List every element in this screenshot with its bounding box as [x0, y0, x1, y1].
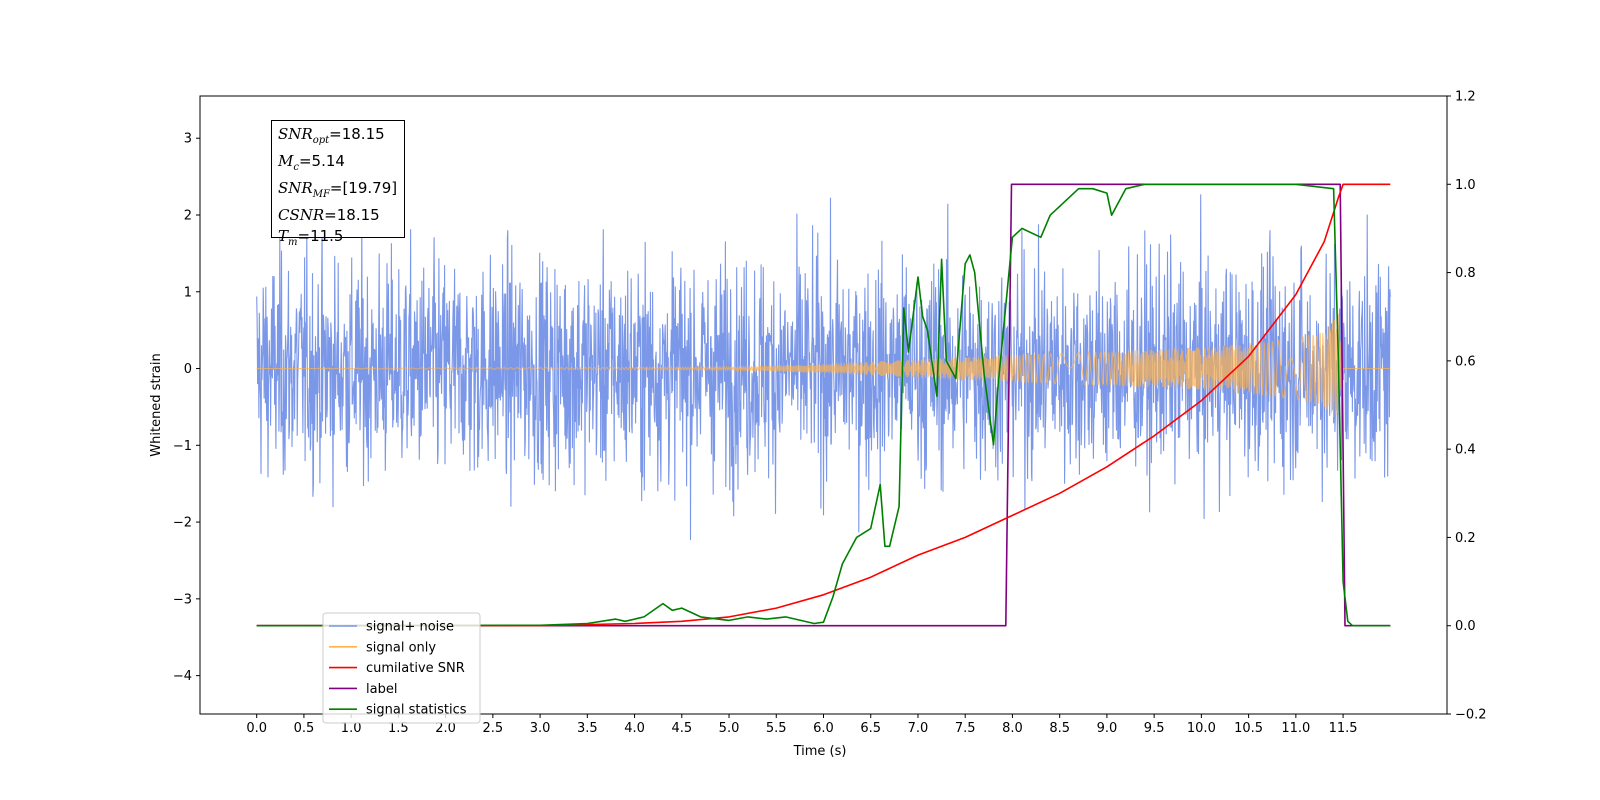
x-tick-label: 4.5: [671, 721, 692, 736]
legend-entry: signal only: [366, 640, 436, 655]
y2-tick-label: 0.0: [1455, 619, 1476, 634]
y-tick-label: −4: [173, 669, 192, 684]
plot-area: [256, 183, 1391, 627]
y-axis-left: 3 2 1 0 −1 −2 −3 −4: [173, 132, 200, 684]
y-tick-label: 2: [184, 208, 192, 223]
series-cumulative-snr: [256, 183, 1391, 627]
x-tick-label: 2.0: [435, 721, 456, 736]
x-tick-label: 11.5: [1329, 721, 1358, 736]
tm-line: Tm=11.5: [278, 226, 398, 253]
y2-tick-label: 0.4: [1455, 443, 1476, 458]
x-tick-label: 8.5: [1049, 721, 1070, 736]
x-tick-label: 0.0: [246, 721, 267, 736]
snr-opt-symbol: SNR: [278, 125, 313, 143]
x-tick-label: 10.0: [1187, 721, 1216, 736]
tm-subscript: m: [288, 237, 298, 248]
mc-symbol: M: [278, 152, 294, 170]
snr-opt-value: =18.15: [329, 125, 385, 143]
y2-tick-label: 0.2: [1455, 531, 1476, 546]
x-tick-label: 3.5: [577, 721, 598, 736]
tm-value: =11.5: [297, 227, 344, 245]
snr-opt-subscript: opt: [312, 135, 330, 146]
legend-frame: [322, 612, 481, 724]
x-tick-label: 11.0: [1281, 721, 1310, 736]
y-tick-label: 3: [184, 132, 192, 147]
mc-value: =5.14: [298, 152, 345, 170]
series-signal-statistics: [256, 183, 1391, 627]
snr-mf-line: SNRMF=[19.79]: [278, 178, 398, 205]
snr-mf-symbol: SNR: [278, 179, 313, 197]
y2-tick-label: −0.2: [1455, 708, 1487, 723]
mc-line: Mc=5.14: [278, 151, 398, 178]
x-tick-label: 6.0: [813, 721, 834, 736]
y-tick-label: −1: [173, 439, 192, 454]
legend-entry: label: [366, 682, 397, 697]
y-axis-right: 1.2 1.0 0.8 0.6 0.4 0.2 0.0 −0.2: [1447, 90, 1487, 723]
y-tick-label: −3: [173, 592, 192, 607]
x-tick-label: 6.5: [860, 721, 881, 736]
x-axis-label: Time (s): [793, 744, 847, 759]
legend-entry: signal statistics: [366, 703, 467, 718]
x-tick-label: 5.0: [719, 721, 740, 736]
mc-subscript: c: [293, 162, 299, 173]
csnr-symbol: CSNR: [278, 206, 325, 224]
y2-tick-label: 0.8: [1455, 266, 1476, 281]
metrics-box: SNRopt=18.15 Mc=5.14 SNRMF=[19.79] CSNR=…: [271, 120, 405, 248]
x-tick-label: 8.0: [1002, 721, 1023, 736]
series-signal-noise: [256, 194, 1391, 541]
x-tick-label: 9.5: [1144, 721, 1165, 736]
y2-tick-label: 0.6: [1455, 354, 1476, 369]
snr-opt-line: SNRopt=18.15: [278, 124, 398, 151]
y-tick-label: −2: [173, 516, 192, 531]
y-tick-label: 1: [184, 285, 192, 300]
series-signal-only: [256, 313, 1391, 418]
x-tick-label: 7.0: [908, 721, 929, 736]
tm-symbol: T: [278, 227, 289, 245]
x-tick-label: 1.0: [341, 721, 362, 736]
x-tick-label: 9.0: [1097, 721, 1118, 736]
x-tick-label: 3.0: [530, 721, 551, 736]
snr-mf-value: =[19.79]: [329, 179, 398, 197]
y-tick-label: 0: [184, 362, 192, 377]
legend-entry: signal+ noise: [366, 620, 454, 635]
x-axis: 0.0 0.5 1.0 1.5 2.0 2.5 3.0 3.5 4.0 4.5 5.0 5.5 6.0 6…: [246, 714, 1358, 736]
x-tick-label: 0.5: [294, 721, 315, 736]
snr-mf-subscript: MF: [312, 189, 330, 200]
csnr-line: CSNR=18.15: [278, 205, 398, 226]
csnr-value: =18.15: [324, 206, 380, 224]
legend: signal+ noise signal only cumilative SNR la…: [322, 612, 481, 724]
x-tick-label: 5.5: [766, 721, 787, 736]
x-tick-label: 1.5: [388, 721, 409, 736]
x-tick-label: 2.5: [483, 721, 504, 736]
legend-entry: cumilative SNR: [366, 661, 465, 676]
y2-tick-label: 1.0: [1455, 178, 1476, 193]
x-tick-label: 10.5: [1234, 721, 1263, 736]
y-axis-label: Whitened strain: [149, 353, 164, 456]
y2-tick-label: 1.2: [1455, 90, 1476, 105]
x-tick-label: 4.0: [624, 721, 645, 736]
x-tick-label: 7.5: [955, 721, 976, 736]
